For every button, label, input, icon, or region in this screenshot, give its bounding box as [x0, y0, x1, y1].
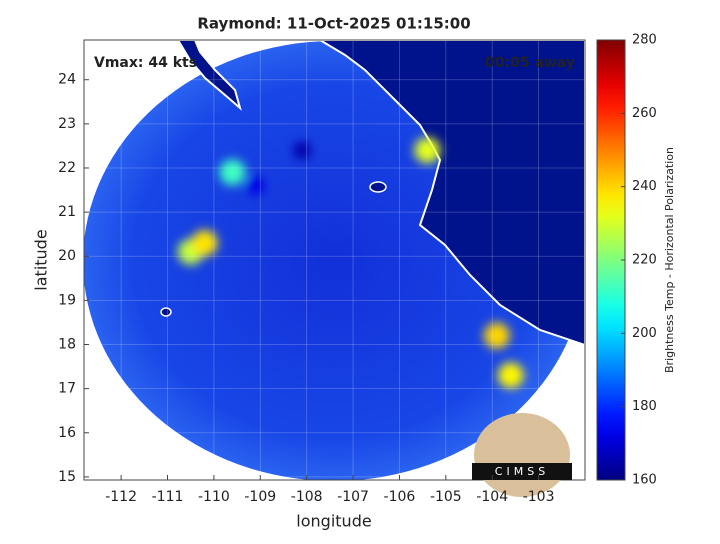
x-tick-label: -105	[430, 489, 462, 505]
cold-spot	[219, 159, 246, 186]
colorbar-tick-label: 280	[632, 33, 657, 48]
x-axis-label: longitude	[296, 512, 371, 531]
x-tick-label: -108	[291, 489, 323, 505]
cold-spot	[246, 176, 265, 195]
y-tick-label: 21	[58, 204, 76, 220]
logo-text: CIMSS	[495, 465, 549, 478]
map-layer	[84, 40, 585, 480]
cold-spot	[483, 322, 510, 349]
annotation: 00:05 away	[485, 55, 575, 71]
x-tick-label: -112	[105, 489, 137, 505]
y-tick-label: 20	[58, 248, 76, 264]
x-tick-label: -107	[337, 489, 369, 505]
y-tick-label: 18	[58, 337, 76, 353]
island	[160, 307, 172, 317]
feature-layer	[177, 137, 524, 389]
colorbar	[596, 39, 626, 481]
y-tick-label: 15	[58, 469, 76, 485]
chart-title: Raymond: 11-Oct-2025 01:15:00	[197, 15, 470, 33]
y-tick-label: 16	[58, 425, 76, 441]
y-tick-label: 19	[58, 292, 76, 308]
x-tick-label: -103	[523, 489, 555, 505]
cold-spot	[293, 141, 312, 160]
colorbar-tick-label: 200	[632, 326, 657, 341]
island	[369, 181, 387, 193]
cold-spot	[497, 362, 524, 389]
y-tick-label: 24	[58, 72, 76, 88]
colorbar-tick-label: 180	[632, 399, 657, 414]
y-tick-label: 23	[58, 116, 76, 132]
colorbar-tick-label: 220	[632, 253, 657, 268]
y-tick-label: 22	[58, 160, 76, 176]
x-tick-label: -109	[244, 489, 276, 505]
annotation: Vmax: 44 kts	[94, 55, 197, 71]
y-axis-label: latitude	[32, 229, 51, 290]
colorbar-tick-label: 160	[632, 473, 657, 488]
y-tick-label: 17	[58, 381, 76, 397]
cold-spot	[191, 230, 218, 257]
cold-spot	[414, 137, 441, 164]
colorbar-tick-label: 260	[632, 106, 657, 121]
logo: CIMSS	[472, 413, 572, 497]
x-tick-label: -106	[384, 489, 416, 505]
colorbar-label: Brightness Temp - Horizontal Polarizatio…	[663, 147, 676, 373]
plot-frame	[83, 39, 586, 481]
x-tick-label: -110	[198, 489, 230, 505]
mainland	[318, 40, 585, 347]
baja-tip	[176, 40, 242, 111]
x-tick-label: -104	[476, 489, 508, 505]
colorbar-tick-label: 240	[632, 179, 657, 194]
x-tick-label: -111	[152, 489, 184, 505]
